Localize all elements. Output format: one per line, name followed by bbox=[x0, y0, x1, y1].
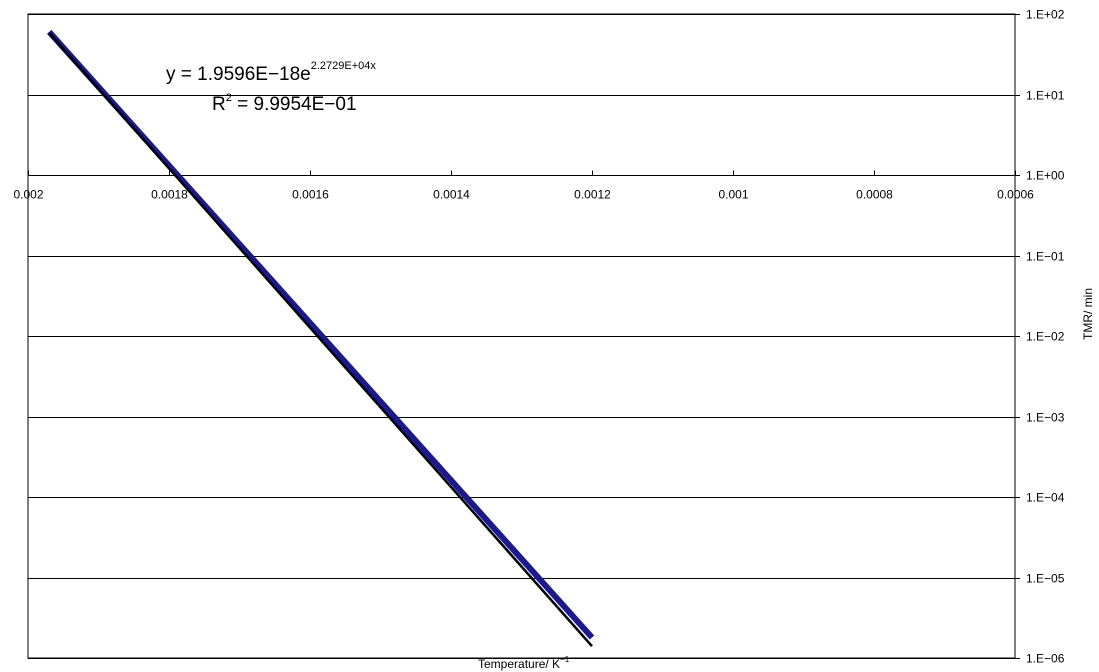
x-tick-label: 0.0008 bbox=[856, 188, 893, 202]
series-lines bbox=[46, 29, 595, 648]
trendline-equation: y = 1.9596E−18e2.2729E+04x bbox=[166, 60, 376, 85]
y-tick-label: 1.E+02 bbox=[1026, 8, 1065, 22]
x-tick-label: 0.0016 bbox=[292, 188, 329, 202]
r-squared-value: = 9.9954E−01 bbox=[232, 94, 357, 115]
x-tick-label: 0.002 bbox=[13, 188, 43, 202]
y-tick-label: 1.E+01 bbox=[1026, 89, 1065, 103]
x-axis-title: Temperature/ K−1 bbox=[478, 655, 570, 671]
y-tick-label: 1.E−06 bbox=[1026, 652, 1065, 666]
y-axis-title: TMR/ min bbox=[1081, 288, 1095, 340]
x-tick-label: 0.001 bbox=[718, 188, 748, 202]
x-axis-title-text: Temperature/ K bbox=[478, 657, 560, 671]
r-squared-superscript: 2 bbox=[226, 92, 232, 104]
y-tick-label: 1.E+00 bbox=[1026, 169, 1065, 183]
y-tick-label: 1.E−02 bbox=[1026, 330, 1065, 344]
x-tick-label: 0.0012 bbox=[574, 188, 611, 202]
x-axis-title-superscript: −1 bbox=[560, 655, 570, 664]
y-axis: 1.E+02 1.E+01 1.E+00 1.E−01 1.E−02 1.E−03 1.E−… bbox=[1015, 8, 1065, 666]
trendline bbox=[48, 32, 593, 648]
y-tick-label: 1.E−01 bbox=[1026, 250, 1065, 264]
x-tick-label: 0.0018 bbox=[151, 188, 188, 202]
r-squared-label: R2 = 9.9954E−01 bbox=[212, 92, 357, 115]
data-series-line bbox=[46, 29, 595, 640]
x-tick-label: 0.0014 bbox=[433, 188, 470, 202]
y-tick-label: 1.E−03 bbox=[1026, 411, 1065, 425]
equation-exponent: 2.2729E+04x bbox=[311, 60, 377, 72]
y-tick-label: 1.E−05 bbox=[1026, 572, 1065, 586]
r-squared-prefix: R bbox=[212, 94, 226, 115]
y-tick-label: 1.E−04 bbox=[1026, 491, 1065, 505]
equation-prefix: y = 1.9596E−18e bbox=[166, 64, 311, 85]
x-axis: 0.002 0.0018 0.0016 0.0014 0.0012 0.001 0.0008… bbox=[13, 170, 1034, 202]
x-tick-label: 0.0006 bbox=[997, 188, 1034, 202]
